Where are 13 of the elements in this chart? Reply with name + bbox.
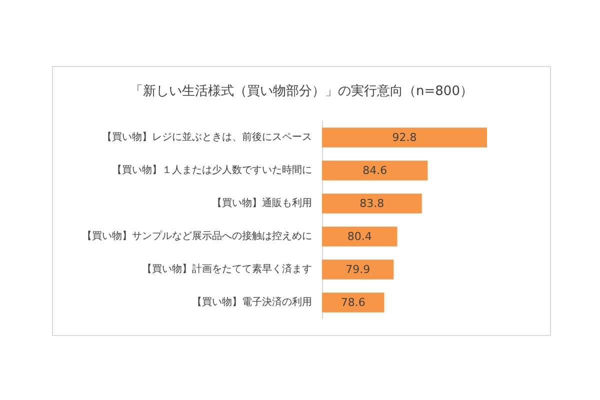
y-tick-label: 【買い物】サンプルなど展示品への接触は控えめに	[82, 230, 312, 242]
y-tick-label: 【買い物】１人または少人数ですいた時間に	[112, 164, 312, 176]
chart-title: 「新しい生活様式（買い物部分）」の実行意向（n=800）	[130, 83, 473, 99]
y-tick-label: 【買い物】計画をたてて素早く済ます	[142, 263, 312, 275]
y-tick-label: 【買い物】通販も利用	[212, 197, 312, 209]
data-label: 84.6	[362, 164, 388, 177]
y-tick-label: 【買い物】電子決済の利用	[192, 296, 312, 308]
y-tick-label: 【買い物】レジに並ぶときは、前後にスペース	[102, 131, 312, 143]
data-label: 79.9	[346, 263, 370, 276]
data-label: 83.8	[360, 197, 384, 210]
data-label: 80.4	[347, 230, 372, 243]
data-label: 92.8	[392, 131, 417, 144]
data-label: 78.6	[340, 296, 366, 309]
